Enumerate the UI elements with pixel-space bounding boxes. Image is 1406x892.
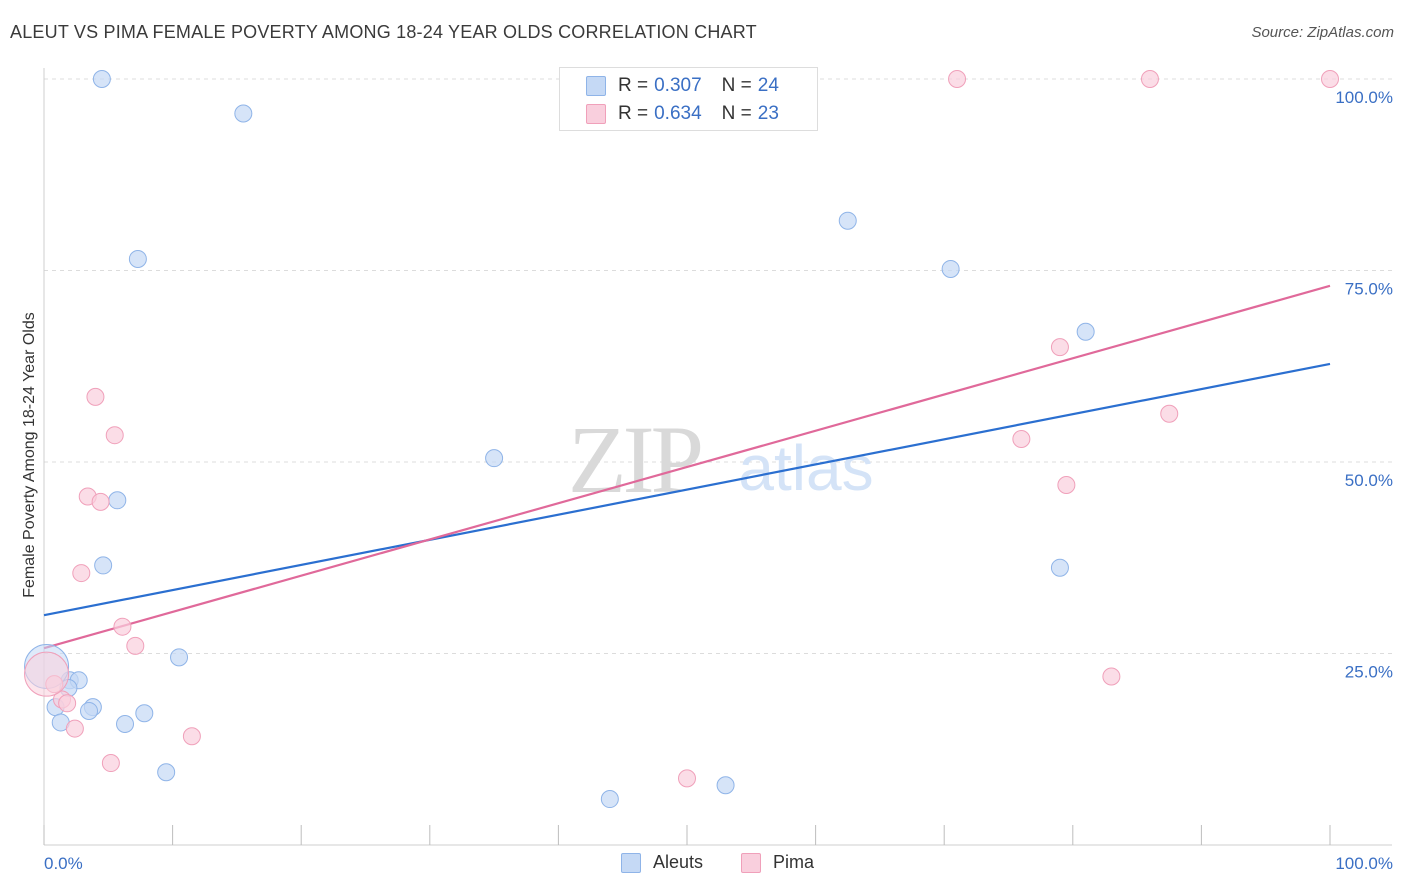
chart-title: ALEUT VS PIMA FEMALE POVERTY AMONG 18-24… [10,22,757,42]
legend-label-pima: Pima [773,852,815,872]
legend-row-aleuts: R = 0.307 N = 24 [586,74,779,98]
watermark: ZIP atlas [568,406,874,513]
data-point-pima [65,719,84,738]
trend-line-pima [43,284,1331,650]
legend-label-aleuts: Aleuts [653,852,704,872]
data-point-pima [101,754,120,773]
data-point-aleuts [128,250,147,269]
data-point-pima [1050,338,1069,357]
y-tick-label: 100.0% [1335,88,1393,107]
grid-lines [44,78,1392,654]
legend-swatch-aleuts [586,76,606,96]
series-legend: Aleuts Pima [0,852,1406,876]
y-tick-label: 25.0% [1345,663,1393,682]
x-tick-label: 0.0% [44,854,83,873]
watermark-zip: ZIP [568,406,701,513]
data-point-aleuts [92,70,111,88]
data-point-pima [126,636,145,655]
legend-n-value: 24 [757,75,779,96]
x-tick-label: 100.0% [1335,854,1393,873]
legend-r-value: 0.634 [654,103,702,124]
data-point-pima [182,727,201,746]
data-point-pima [948,70,967,88]
data-point-aleuts [108,491,127,510]
data-point-aleuts [170,648,189,667]
data-point-aleuts [94,556,113,575]
data-point-aleuts [941,259,960,278]
data-point-pima [1102,667,1121,686]
data-point-pima [58,694,77,713]
data-points [24,70,1339,809]
legend-r-label: R = [618,103,649,124]
legend-n-label: N = [721,75,752,96]
legend-n-value: 23 [757,103,779,124]
source-label: Source: ZipAtlas.com [1251,24,1394,41]
watermark-atlas: atlas [738,432,873,504]
data-point-pima [1160,404,1179,423]
legend-item-aleuts[interactable]: Aleuts [621,852,703,873]
data-point-pima [1140,70,1159,88]
data-point-aleuts [600,790,619,809]
y-tick-label: 75.0% [1345,280,1393,299]
trend-lines [43,284,1331,650]
data-point-aleuts [157,763,176,782]
data-point-aleuts [485,449,504,468]
axes [43,68,1392,846]
legend-item-pima[interactable]: Pima [741,852,814,873]
data-point-aleuts [838,211,857,230]
tick-labels: 25.0% 50.0% 75.0% 100.0% 0.0% 100.0% [44,88,1393,873]
legend-swatch-aleuts [621,852,641,873]
trend-line-aleuts [43,362,1331,617]
legend-r-value: 0.307 [654,75,702,96]
data-point-pima [72,564,91,583]
data-point-pima [24,651,70,697]
correlation-legend: R = 0.307 N = 24 R = 0.634 N = 23 [559,67,818,131]
data-point-aleuts [716,776,735,795]
legend-swatch-pima [586,104,606,124]
data-point-pima [105,426,124,445]
y-tick-label: 50.0% [1345,471,1393,490]
data-point-aleuts [116,714,135,733]
legend-swatch-pima [741,852,761,873]
data-point-pima [1012,430,1031,449]
data-point-aleuts [1076,322,1095,341]
legend-row-pima: R = 0.634 N = 23 [586,102,779,126]
data-point-pima [91,492,110,511]
data-point-pima [678,769,696,788]
legend-r-label: R = [618,75,649,96]
data-point-pima [1321,70,1339,88]
data-point-pima [113,617,132,636]
data-point-pima [1057,475,1076,494]
data-point-aleuts [80,701,99,720]
data-point-aleuts [234,104,253,123]
data-point-aleuts [135,704,154,723]
data-point-pima [86,387,105,406]
data-point-aleuts [1050,558,1069,577]
legend-n-label: N = [721,103,752,124]
